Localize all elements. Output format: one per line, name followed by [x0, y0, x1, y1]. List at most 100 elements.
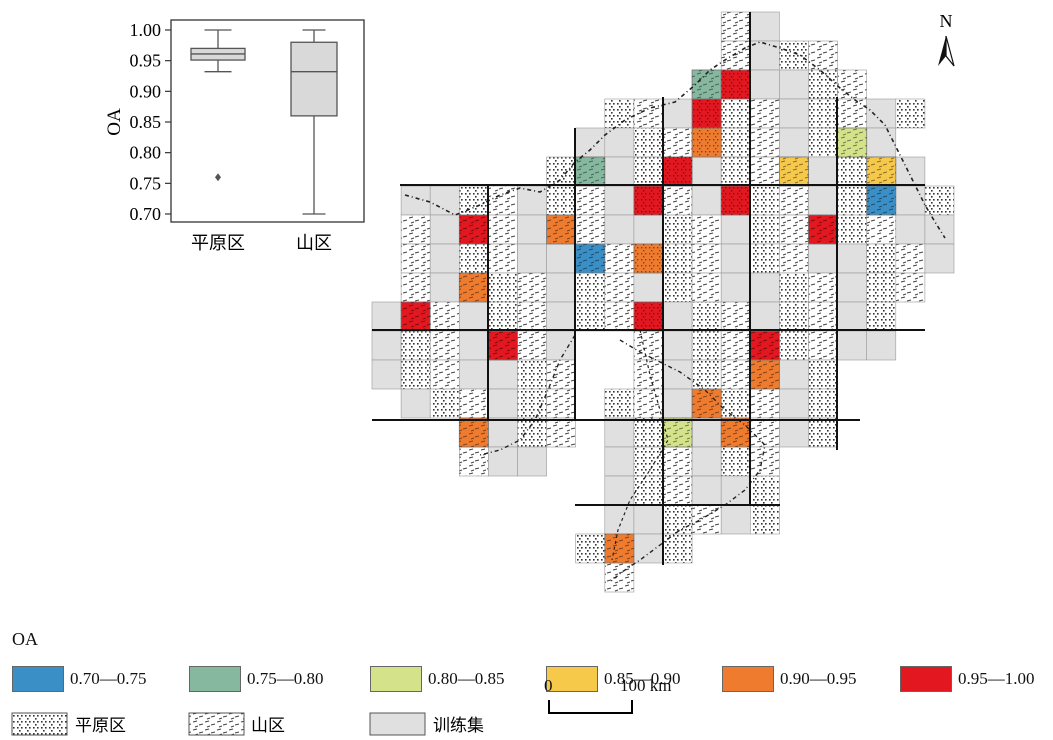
legend-class-1: 0.70—0.75	[12, 666, 147, 692]
grid-cell	[808, 417, 838, 448]
grid-cell	[779, 243, 809, 274]
grid-cell	[400, 359, 431, 390]
grid-cell	[604, 214, 635, 245]
grid-cell	[604, 243, 635, 274]
grid-cell	[458, 330, 489, 361]
grid-cell	[429, 388, 460, 419]
accuracy-cell-texture	[633, 244, 663, 273]
grid-cell	[633, 156, 664, 187]
grid-cell	[837, 301, 867, 332]
grid-cell	[604, 475, 635, 506]
grid-cell	[371, 330, 402, 361]
legend-class-6: 0.95—1.00	[900, 666, 1035, 692]
accuracy-cell-texture	[459, 215, 489, 244]
grid-cell	[691, 156, 722, 187]
grid-cell	[808, 40, 838, 71]
grid-cell	[749, 475, 780, 506]
grid-cell	[749, 446, 780, 477]
grid-cell	[720, 330, 751, 361]
grid-cell	[720, 504, 751, 535]
grid-cell	[808, 69, 838, 100]
boxplot-ytick-label: 0.90	[130, 81, 162, 101]
legend-class-swatch	[189, 666, 241, 692]
grid-cell	[662, 185, 693, 216]
grid-cell	[604, 272, 635, 303]
grid-cell	[808, 301, 838, 332]
boxplot-yaxis: 1.00 0.95 0.90 0.85 0.80 0.75 0.70	[130, 20, 171, 224]
accuracy-cell-texture	[808, 215, 838, 244]
grid-cell	[749, 98, 780, 129]
boxplot-series	[190, 29, 338, 215]
legend-class-swatch	[12, 666, 64, 692]
legend-class-swatch	[722, 666, 774, 692]
scale-max-label: 100 km	[620, 676, 672, 695]
grid-cell	[691, 330, 722, 361]
grid-cell	[779, 359, 809, 390]
boxplot-xtick-mountain: 山区	[296, 233, 332, 253]
grid-cell	[749, 504, 780, 535]
grid-cell	[837, 330, 867, 361]
grid-cell	[779, 69, 809, 100]
grid-cell	[575, 214, 606, 245]
grid-cell	[546, 185, 576, 216]
accuracy-cell-texture	[575, 157, 605, 186]
grid-cell	[720, 156, 751, 187]
grid-cell	[604, 446, 635, 477]
grid-cell	[429, 243, 460, 274]
legend-label-mountain: 山区	[251, 716, 285, 735]
grid-cell	[604, 98, 635, 129]
grid-cell	[691, 185, 722, 216]
grid-cell	[400, 388, 431, 419]
grid-cell	[779, 417, 809, 448]
grid-cell	[837, 156, 867, 187]
boxplot-xtick-plain: 平原区	[191, 233, 245, 253]
grid-cell	[720, 214, 751, 245]
grid-cell	[517, 243, 547, 274]
boxplot-ylabel: OA	[104, 108, 125, 136]
grid-cell	[720, 475, 751, 506]
grid-cell	[720, 446, 751, 477]
grid-cell	[575, 185, 606, 216]
grid-cell	[662, 330, 693, 361]
grid-cell	[749, 272, 780, 303]
grid-cell	[546, 156, 576, 187]
grid-cell	[517, 214, 547, 245]
grid-cell	[895, 156, 926, 187]
grid-cell	[866, 243, 897, 274]
grid-cell	[866, 272, 897, 303]
grid-cell	[458, 301, 489, 332]
north-arrow: N	[938, 11, 955, 67]
grid-cell	[691, 214, 722, 245]
grid-cell	[808, 272, 838, 303]
grid-cell	[604, 417, 635, 448]
accuracy-cell-texture	[459, 273, 489, 302]
grid-cell	[924, 185, 955, 216]
accuracy-cell-texture	[692, 99, 722, 128]
grid-cell	[749, 417, 780, 448]
grid-cell	[429, 301, 460, 332]
accuracy-cell-texture	[779, 157, 809, 186]
grid-cell	[633, 214, 664, 245]
grid-cell	[808, 243, 838, 274]
grid-cell	[837, 214, 867, 245]
grid-cell	[837, 243, 867, 274]
grid-cell	[691, 301, 722, 332]
grid-cell	[400, 243, 431, 274]
grid-cell	[895, 98, 926, 129]
boxplot-ytick-label: 0.70	[130, 204, 162, 224]
grid-cell	[749, 388, 780, 419]
grid-cell	[429, 330, 460, 361]
grid-cell	[720, 272, 751, 303]
accuracy-cell-texture	[837, 128, 867, 157]
boxplot-ytick-label: 0.95	[130, 51, 162, 71]
accuracy-cell-texture	[663, 157, 693, 186]
legend-swatch-plain	[11, 712, 68, 736]
grid-cell	[749, 40, 780, 71]
boxplot-ytick-label: 1.00	[130, 20, 162, 40]
grid-cell	[691, 272, 722, 303]
grid-cell	[837, 185, 867, 216]
north-arrow-icon	[938, 36, 946, 66]
grid-cell	[575, 301, 606, 332]
grid-cell	[749, 127, 780, 158]
boxplot-ytick-label: 0.80	[130, 143, 162, 163]
